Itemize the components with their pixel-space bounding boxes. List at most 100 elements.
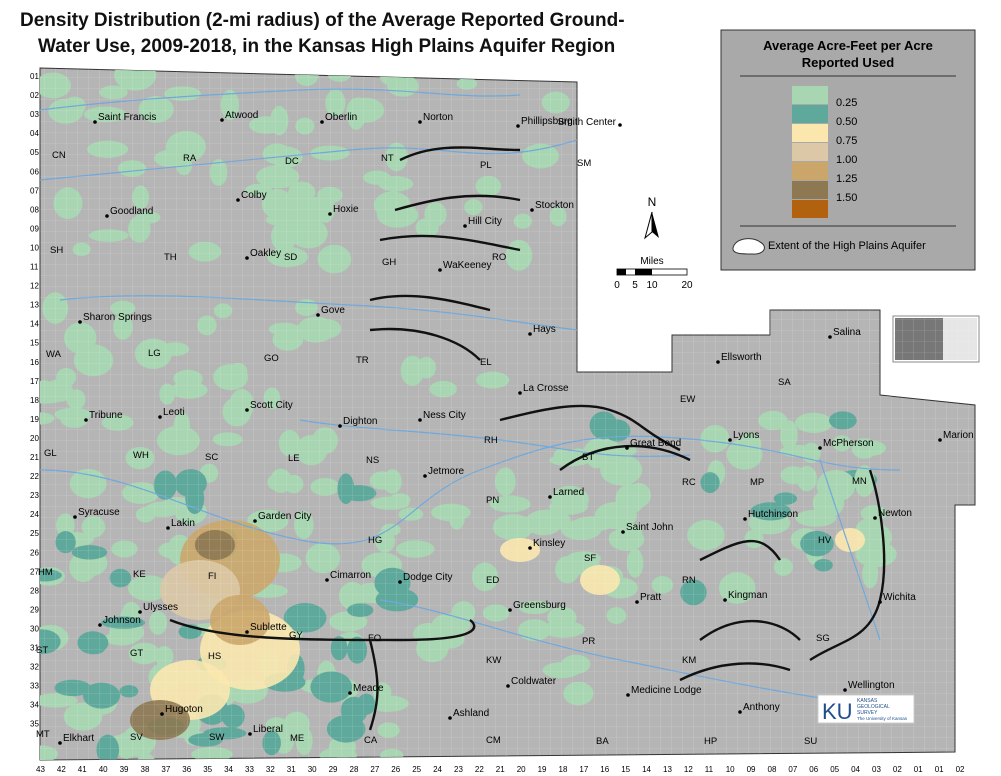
city-label: Dighton [343, 416, 377, 427]
aquifer-symbol [732, 238, 765, 255]
county-label: PN [486, 495, 499, 506]
city-dot [626, 693, 630, 697]
title: Density Distribution (2-mi radius) of th… [20, 10, 625, 31]
city-dot [325, 578, 329, 582]
county-label: SH [50, 245, 63, 256]
county-label: RO [492, 252, 506, 263]
city-dot [245, 256, 249, 260]
legend-label: 0.50 [836, 116, 857, 128]
city-label: WaKeeney [443, 260, 492, 271]
city-label: McPherson [823, 438, 874, 449]
city-dot [348, 691, 352, 695]
city-dot [506, 684, 510, 688]
title: Water Use, 2009-2018, in the Kansas High… [38, 36, 615, 57]
township-label: 10 [30, 243, 39, 252]
township-label: 32 [30, 663, 39, 672]
city-label: Gove [321, 305, 345, 316]
township-label: 22 [30, 472, 39, 481]
legend-swatch [792, 143, 828, 161]
scale-bar: Miles 0 5 10 20 [614, 256, 693, 291]
city-label: Smith Center [558, 117, 617, 128]
city-dot [625, 446, 629, 450]
township-label: 16 [30, 358, 39, 367]
county-label: SC [205, 452, 218, 463]
city-dot [528, 546, 532, 550]
city-dot [78, 320, 82, 324]
county-label: HP [704, 736, 717, 747]
city-label: Ashland [453, 708, 489, 719]
county-label: GT [130, 648, 143, 659]
legend-title: Average Acre-Feet per Acre [763, 38, 933, 53]
township-label: 08 [30, 205, 39, 214]
township-label: 01 [30, 72, 39, 81]
scale-label: 20 [681, 280, 693, 291]
county-label: HG [368, 535, 382, 546]
city-dot [843, 688, 847, 692]
county-label: ED [486, 575, 499, 586]
city-label: Kinsley [533, 538, 565, 549]
county-label: GY [289, 630, 303, 641]
city-dot [878, 600, 882, 604]
city-dot [245, 630, 249, 634]
range-label: 25 [412, 765, 421, 774]
city-label: Medicine Lodge [631, 685, 702, 696]
township-label: 21 [30, 453, 39, 462]
county-label: DC [285, 156, 299, 167]
county-label: SU [804, 736, 817, 747]
city-dot [528, 332, 532, 336]
township-label: 20 [30, 434, 39, 443]
logo: KU KANSAS GEOLOGICAL SURVEY The Universi… [817, 694, 915, 724]
legend-swatch [792, 105, 828, 123]
county-label: ME [290, 733, 304, 744]
range-label: 26 [391, 765, 400, 774]
range-label: 17 [579, 765, 588, 774]
city-label: Dodge City [403, 572, 452, 583]
city-label: Saint Francis [98, 112, 156, 123]
range-label: 29 [329, 765, 338, 774]
county-label: BT [582, 452, 594, 463]
city-label: Colby [241, 190, 267, 201]
city-label: Jetmore [428, 466, 465, 477]
county-label: PR [582, 636, 595, 647]
north-label: N [648, 195, 657, 209]
township-label: 17 [30, 377, 39, 386]
county-label: SG [816, 633, 830, 644]
city-dot [248, 732, 252, 736]
range-label: 35 [203, 765, 212, 774]
range-label: 14 [642, 765, 651, 774]
township-label: 26 [30, 548, 39, 557]
city-dot [316, 313, 320, 317]
city-label: Liberal [253, 724, 283, 735]
city-dot [236, 198, 240, 202]
legend-swatch [792, 200, 828, 218]
county-label: WH [133, 450, 149, 461]
county-label: LG [148, 348, 161, 359]
city-label: Newton [878, 508, 912, 519]
city-dot [738, 710, 742, 714]
city-label: Phillipsburg [521, 116, 573, 127]
city-dot [618, 123, 622, 127]
county-label: RN [682, 575, 696, 586]
city-label: Lakin [171, 518, 195, 529]
county-label: KW [486, 655, 501, 666]
city-label: Marion [943, 430, 974, 441]
city-dot [716, 360, 720, 364]
city-label: Greensburg [513, 600, 566, 611]
legend-label: 1.25 [836, 173, 857, 185]
township-label: 31 [30, 644, 39, 653]
township-label: 05 [30, 148, 39, 157]
range-label: 32 [266, 765, 275, 774]
township-label: 27 [30, 567, 39, 576]
city-dot [158, 415, 162, 419]
range-label: 16 [600, 765, 609, 774]
city-label: Wichita [883, 592, 916, 603]
range-label: 12 [684, 765, 693, 774]
scale-label: 5 [632, 280, 638, 291]
city-label: Coldwater [511, 676, 557, 687]
aquifer-boundary [169, 146, 886, 731]
range-label: 34 [224, 765, 233, 774]
township-label: 28 [30, 586, 39, 595]
range-label: 10 [726, 765, 735, 774]
